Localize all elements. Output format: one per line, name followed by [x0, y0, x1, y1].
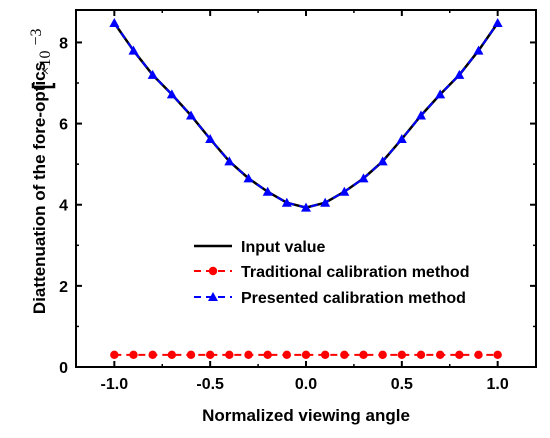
- multiplier-bracket-left: [31, 83, 56, 89]
- series-layer: [109, 17, 503, 360]
- data-point: [147, 69, 158, 79]
- data-point: [493, 350, 502, 360]
- data-point: [263, 350, 272, 360]
- data-point: [377, 156, 388, 166]
- data-point: [435, 89, 446, 99]
- data-point: [359, 350, 368, 360]
- data-point: [128, 45, 139, 55]
- y-tick-label: 6: [59, 117, 68, 134]
- data-point: [301, 202, 311, 212]
- data-point: [396, 134, 407, 144]
- data-point: [455, 350, 464, 360]
- y-axis-title: Diattenuation of the fore-optics: [30, 62, 49, 314]
- data-point: [340, 350, 349, 360]
- data-point: [320, 197, 331, 207]
- multiplier-exponent: −3: [28, 28, 45, 45]
- data-point: [281, 197, 292, 207]
- data-point: [205, 134, 216, 144]
- series-traditional-calibration-method: [110, 350, 502, 360]
- data-point: [109, 17, 120, 27]
- x-tick-label: 1.0: [487, 376, 509, 393]
- data-point: [378, 350, 387, 360]
- x-tick-label: -1.0: [101, 376, 129, 393]
- x-tick-label: 0.5: [391, 376, 413, 393]
- data-point: [167, 350, 177, 360]
- legend-marker: [208, 292, 218, 301]
- data-point: [129, 350, 138, 360]
- data-point: [474, 350, 483, 360]
- data-point: [186, 350, 196, 360]
- data-point: [301, 350, 311, 360]
- x-tick-label: 0.0: [295, 376, 317, 393]
- data-point: [416, 110, 426, 120]
- legend-item: Presented calibration method: [194, 290, 466, 307]
- series-input-value: [113, 22, 499, 209]
- data-point: [397, 350, 407, 360]
- legend-marker: [208, 266, 218, 276]
- data-point: [262, 186, 273, 196]
- x-axis: -1.0 -0.5 0.0 0.5 1.0: [101, 10, 509, 393]
- data-point: [435, 350, 445, 360]
- series-presented-calibration-method: [109, 17, 503, 212]
- data-point: [320, 350, 330, 360]
- series-line: [113, 22, 499, 209]
- data-point: [339, 186, 350, 196]
- legend-label: Input value: [241, 239, 326, 256]
- data-point: [186, 110, 196, 120]
- data-point: [358, 173, 369, 183]
- y-tick-label: 2: [59, 279, 68, 296]
- y-tick-label: 4: [59, 198, 68, 215]
- y-tick-label: 0: [59, 360, 68, 377]
- data-point: [282, 350, 292, 360]
- legend-label: Presented calibration method: [241, 290, 466, 307]
- data-point: [225, 350, 234, 360]
- data-point: [205, 350, 215, 360]
- data-point: [224, 156, 235, 166]
- x-axis-title: Normalized viewing angle: [202, 406, 410, 425]
- x-tick-label: -0.5: [196, 376, 224, 393]
- y-axis: 0 2 4 6 8: [59, 35, 536, 377]
- data-point: [454, 69, 465, 79]
- legend-item: Traditional calibration method: [194, 264, 469, 281]
- y-tick-label: 8: [59, 35, 68, 52]
- multiplier-base: ×10: [37, 50, 54, 75]
- data-point: [166, 89, 177, 99]
- y-multiplier: ×10 −3: [28, 28, 56, 89]
- data-point: [244, 350, 253, 360]
- legend-item: Input value: [194, 239, 326, 256]
- data-point: [110, 350, 119, 360]
- data-point: [148, 350, 157, 360]
- data-point: [416, 350, 426, 360]
- series-line: [113, 22, 499, 209]
- data-point: [492, 17, 503, 27]
- legend-label: Traditional calibration method: [241, 264, 469, 281]
- legend: Input value Traditional calibration metho…: [194, 239, 469, 307]
- data-point: [473, 45, 484, 55]
- y-axis-title-group: Diattenuation of the fore-optics ×10 −3: [28, 28, 56, 314]
- data-point: [243, 173, 254, 183]
